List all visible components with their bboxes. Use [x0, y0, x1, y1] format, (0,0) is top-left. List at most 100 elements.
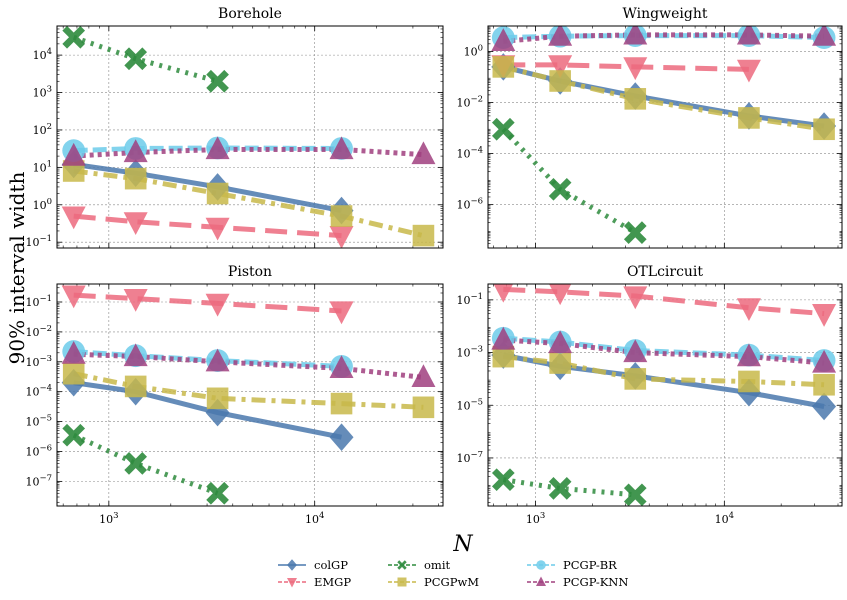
data-point-emgp [549, 284, 572, 306]
data-point-pcgp-knn [61, 340, 86, 364]
legend-label: colGP [314, 558, 348, 572]
data-point-emgp [493, 284, 514, 303]
data-point-emgp [623, 286, 648, 310]
axes-frame [56, 25, 444, 249]
data-point-emgp [736, 298, 761, 321]
data-point-omit [623, 483, 647, 506]
legend-label: PCGP-KNN [563, 575, 628, 589]
data-point-emgp [205, 217, 230, 241]
data-point-pcgp-knn [411, 141, 436, 165]
data-point-pcgp-knn [548, 26, 573, 46]
y-axis-label: 90% interval width [5, 172, 29, 365]
legend: colGP EMGP omit PCGPwM PCGP-BR PCGP-KNN [278, 558, 628, 589]
y-tick-label: 10−4 [25, 384, 52, 399]
data-point-pcgpwm [624, 368, 647, 390]
y-tick-label: 10−6 [25, 443, 52, 458]
series-line-colgp [73, 161, 342, 214]
y-tick-label: 103 [33, 85, 52, 100]
panel-wingweight: Wingweight 10−6 10−4 10−2 100 [456, 6, 843, 249]
data-point-emgp [623, 57, 648, 81]
data-point-colgp [205, 398, 230, 427]
y-tick-label: 10−3 [456, 345, 483, 360]
x-tick-label: 104 [305, 511, 324, 526]
data-point-emgp [61, 285, 86, 309]
panel-title: OTLcircuit [627, 264, 703, 280]
legend-item-colgp: colGP [278, 558, 348, 572]
data-point-emgp [205, 293, 230, 317]
data-point-omit [124, 47, 148, 71]
data-point-omit [206, 69, 229, 93]
data-point-pcgpwm [492, 56, 515, 78]
series-line-emgp [503, 286, 825, 317]
series-line-pcgpwm [73, 168, 424, 239]
series-line-pcgpwm [503, 354, 825, 388]
x-tick-label: 103 [99, 511, 118, 526]
data-point-pcgpwm [813, 373, 835, 396]
data-point-omit [206, 481, 229, 505]
series-line-pcgp-br [503, 335, 825, 363]
data-point-pcgpwm [330, 392, 353, 415]
data-point-omit [491, 468, 515, 491]
panel-piston: Piston 10−7 10−6 10−5 10−4 10−3 10−2 10−1 103 104 [25, 264, 444, 526]
data-point-pcgp-knn [812, 349, 837, 373]
legend-label: PCGP-BR [563, 558, 617, 572]
y-tick-label: 10−2 [25, 324, 52, 339]
data-point-pcgp-knn [491, 326, 516, 350]
legend-item-pcgp-br: PCGP-BR [527, 558, 617, 572]
panel-title: Borehole [218, 6, 282, 22]
series-line-pcgp-br [73, 349, 342, 369]
data-point-emgp [329, 301, 354, 325]
series-line-pcgp-br [73, 145, 342, 154]
data-point-pcgpwm [206, 387, 229, 410]
series-line-colgp [73, 380, 342, 440]
y-tick-label: 10−7 [25, 473, 52, 488]
data-point-pcgp-knn [548, 330, 573, 354]
y-tick-label: 10−5 [456, 397, 483, 412]
series-line-emgp [73, 292, 342, 314]
data-point-omit [62, 423, 86, 447]
y-tick-label: 10−3 [25, 354, 52, 369]
data-point-pcgp-knn [123, 343, 148, 367]
data-point-pcgpwm [412, 396, 435, 419]
data-point-pcgpwm [206, 182, 229, 205]
legend-item-pcgp-knn: PCGP-KNN [527, 575, 628, 589]
data-point-pcgpwm [738, 370, 760, 393]
data-point-pcgp-knn [329, 136, 354, 160]
legend-marker [536, 576, 546, 586]
series-line-omit [72, 432, 219, 496]
data-point-omit [548, 177, 572, 201]
series-line-omit [72, 34, 219, 84]
legend-marker [287, 559, 297, 571]
y-tick-label: 102 [33, 122, 52, 137]
data-point-colgp [812, 392, 837, 421]
data-point-pcgp-knn [123, 139, 148, 163]
data-point-pcgpwm [738, 107, 760, 129]
data-point-colgp [329, 423, 354, 452]
series-line-emgp [503, 62, 749, 72]
data-point-emgp [812, 304, 837, 327]
axes-frame [487, 283, 843, 507]
y-tick-label: 100 [464, 44, 483, 59]
data-point-emgp [61, 206, 86, 230]
legend-marker [397, 577, 407, 587]
y-tick-label: 101 [33, 159, 52, 174]
legend-item-emgp: EMGP [278, 575, 351, 589]
series-line-pcgp-br [503, 33, 825, 41]
series-line-emgp [73, 213, 342, 239]
panel-borehole: Borehole 10−1 100 101 102 103 104 [25, 6, 444, 249]
data-point-pcgpwm [492, 345, 515, 368]
data-point-pcgpwm [549, 70, 571, 92]
series-line-omit [502, 477, 636, 498]
legend-item-pcgpwm: PCGPwM [388, 575, 479, 589]
x-tick-label: 103 [526, 511, 545, 526]
legend-label: PCGPwM [424, 575, 479, 589]
data-point-omit [124, 452, 148, 475]
data-point-pcgpwm [624, 88, 647, 110]
data-point-emgp [548, 55, 573, 79]
data-point-omit [491, 117, 515, 141]
x-tick-label: 104 [715, 511, 734, 526]
data-point-pcgp-knn [61, 142, 86, 166]
data-point-pcgp-knn [736, 343, 761, 367]
data-point-pcgpwm [124, 375, 147, 398]
